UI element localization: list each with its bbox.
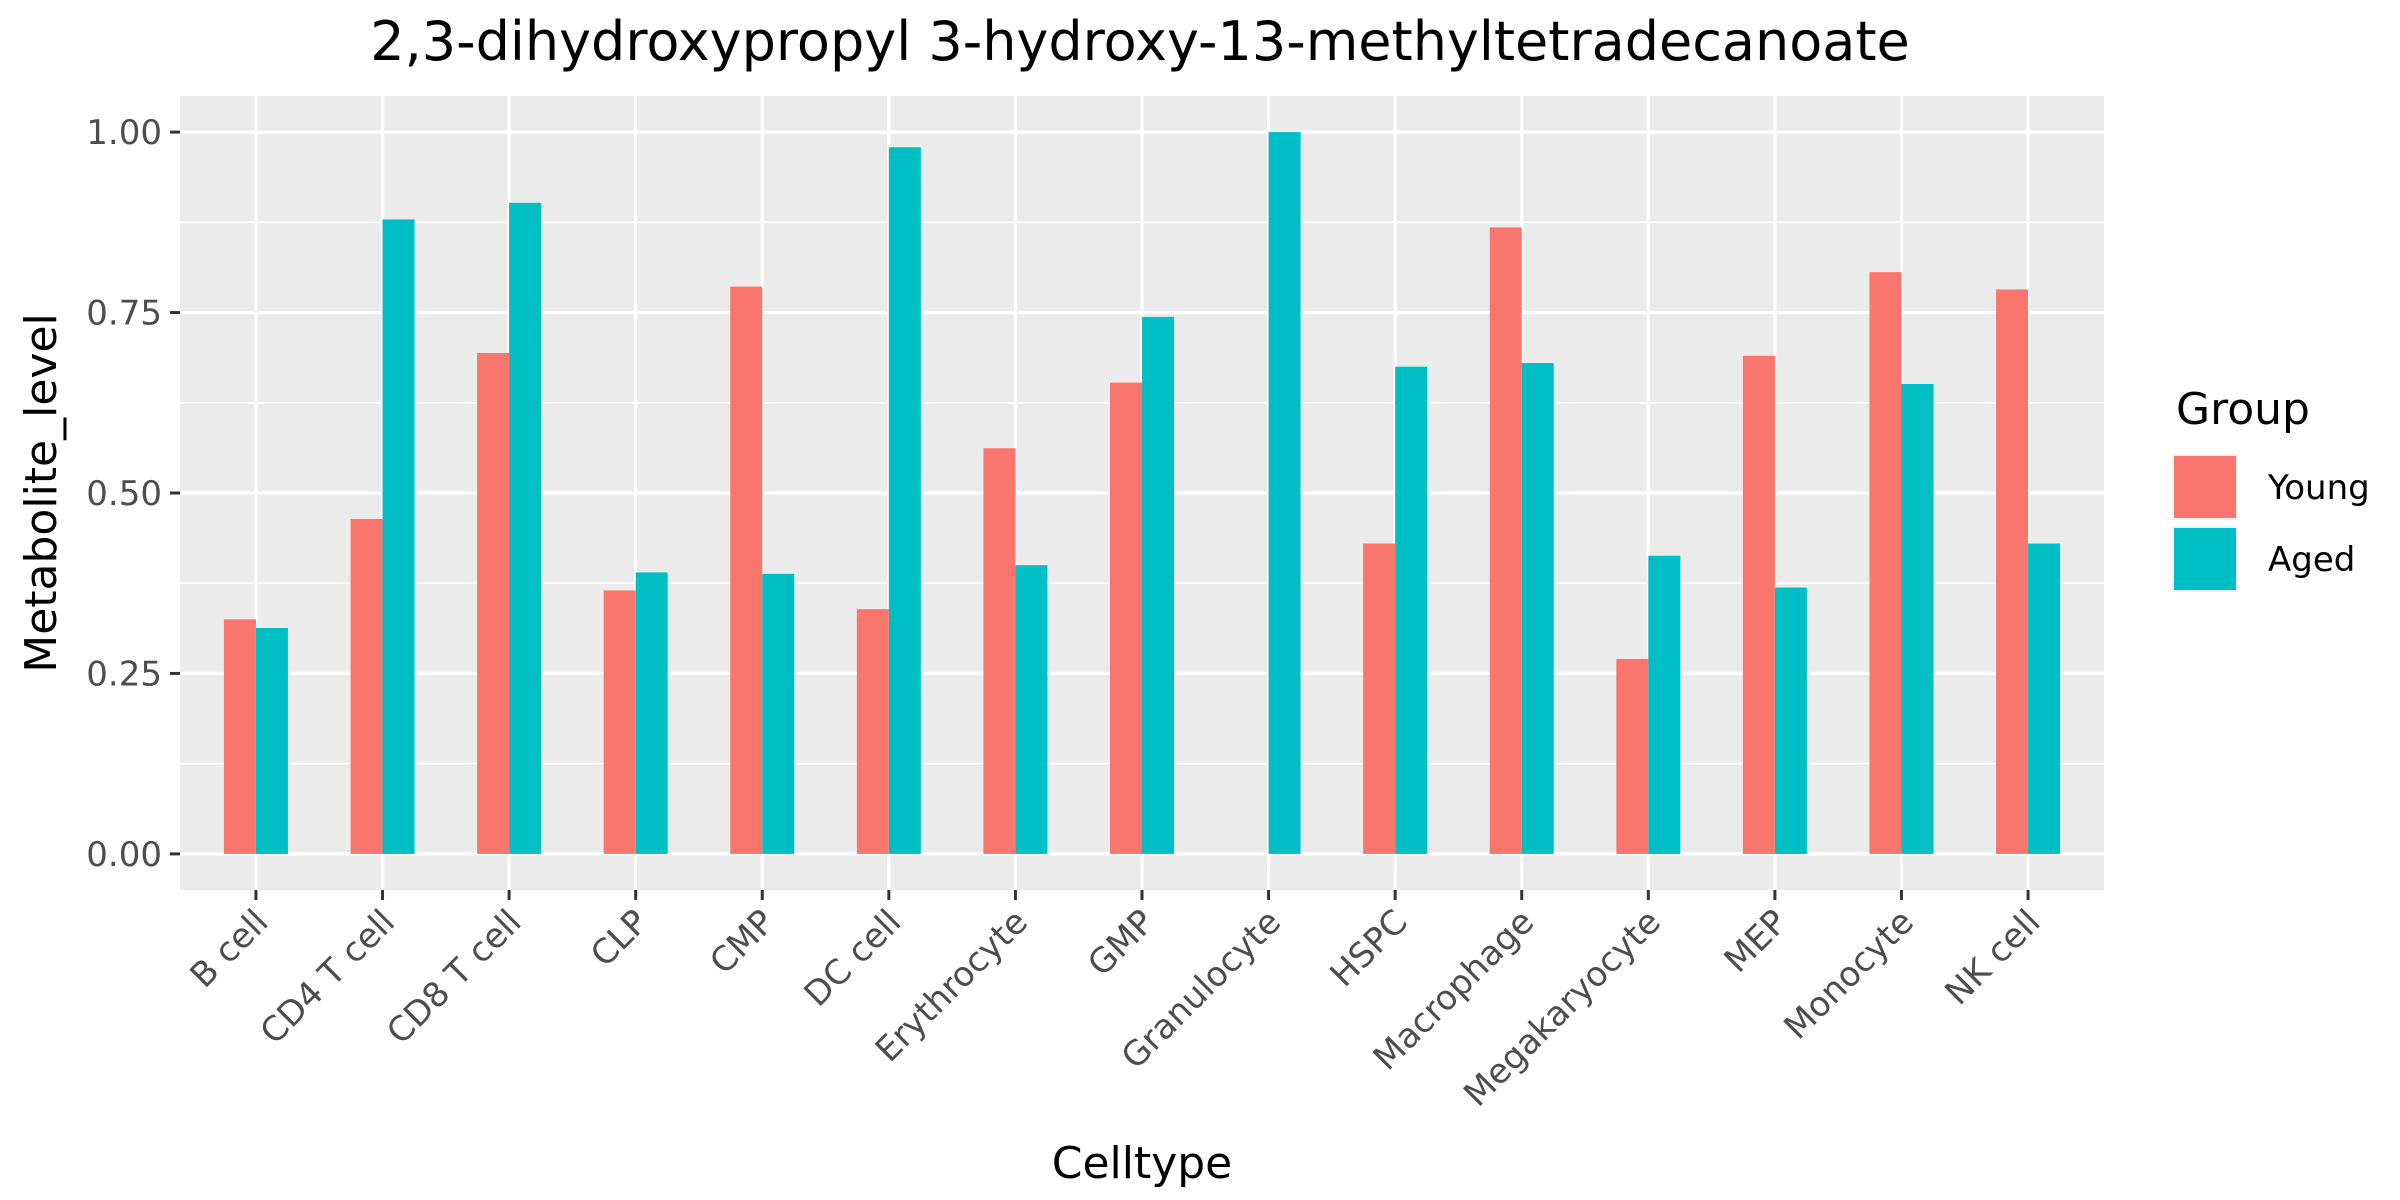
- bar-young-cmp: [730, 286, 763, 854]
- x-axis-title: Celltype: [1052, 1138, 1233, 1189]
- y-axis-title: Metabolite_level: [16, 313, 67, 673]
- x-tick-label: GMP: [1080, 902, 1162, 984]
- bar-aged-b-cell: [255, 627, 288, 854]
- legend: Group Young Aged: [2172, 384, 2370, 592]
- bar-young-megakaryocyte: [1616, 659, 1649, 854]
- bar-young-clp: [603, 590, 636, 854]
- y-tick-label: 0.25: [86, 654, 162, 694]
- x-tick-label: DC cell: [797, 902, 910, 1015]
- x-tick-label: CD8 T cell: [379, 902, 529, 1052]
- x-tick-label: NK cell: [1937, 902, 2048, 1013]
- bar-aged-cd8-t-cell: [509, 202, 542, 854]
- legend-title: Group: [2176, 384, 2310, 435]
- x-tick-label: Monocyte: [1776, 902, 1921, 1047]
- bar-aged-nk-cell: [2028, 543, 2061, 854]
- bar-aged-hspc: [1395, 366, 1428, 854]
- x-tick-label: CLP: [583, 902, 656, 975]
- bar-young-gmp: [1110, 382, 1142, 854]
- bar-aged-cd4-t-cell: [382, 219, 415, 854]
- bar-young-b-cell: [223, 619, 256, 854]
- x-tick-label: CMP: [702, 902, 782, 982]
- bar-aged-monocyte: [1901, 384, 1934, 854]
- y-tick-label: 1.00: [86, 113, 162, 153]
- legend-key-aged: [2174, 528, 2236, 590]
- legend-label-aged: Aged: [2268, 540, 2355, 580]
- legend-key-young: [2174, 456, 2236, 518]
- bar-young-cd8-t-cell: [477, 352, 510, 854]
- chart-title: 2,3-dihydroxypropyl 3-hydroxy-13-methylt…: [370, 10, 1910, 73]
- x-tick-label: CD4 T cell: [253, 902, 403, 1052]
- bar-aged-dc-cell: [888, 147, 921, 854]
- bar-aged-megakaryocyte: [1648, 555, 1681, 854]
- y-tick-label: 0.00: [86, 835, 162, 875]
- y-axis: 0.00 0.25 0.50 0.75 1.00: [86, 113, 180, 875]
- bar-young-macrophage: [1489, 227, 1522, 854]
- bars: [223, 132, 2061, 854]
- bar-aged-gmp: [1142, 316, 1174, 854]
- bar-aged-cmp: [762, 573, 795, 854]
- bar-young-hspc: [1363, 543, 1396, 854]
- bar-aged-clp: [635, 572, 668, 854]
- x-tick-label: B cell: [183, 902, 277, 996]
- x-tick-label: MEP: [1717, 902, 1796, 981]
- bar-aged-erythrocyte: [1015, 565, 1048, 854]
- y-tick-label: 0.75: [86, 294, 162, 334]
- bar-young-nk-cell: [1996, 289, 2029, 854]
- bar-aged-granulocyte: [1268, 132, 1301, 854]
- bar-young-mep: [1742, 355, 1775, 854]
- bar-aged-macrophage: [1521, 363, 1554, 854]
- x-tick-label: HSPC: [1323, 902, 1416, 995]
- bar-young-cd4-t-cell: [350, 518, 383, 854]
- bar-young-monocyte: [1869, 272, 1902, 854]
- legend-label-young: Young: [2267, 468, 2370, 508]
- y-tick-label: 0.50: [86, 474, 162, 514]
- bar-aged-mep: [1774, 587, 1807, 854]
- bar-young-erythrocyte: [983, 448, 1016, 854]
- bar-young-dc-cell: [856, 609, 889, 854]
